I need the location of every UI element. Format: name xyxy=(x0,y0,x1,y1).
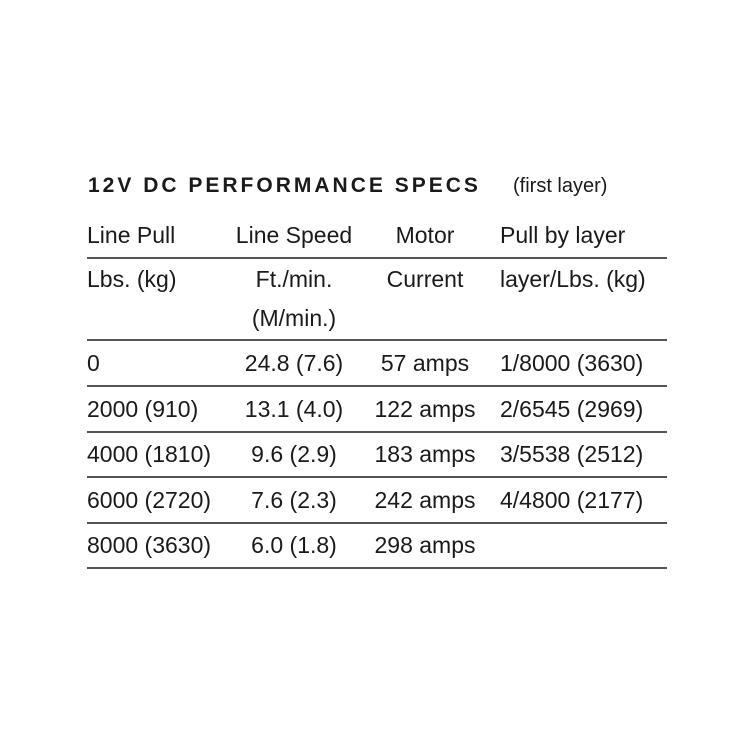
table-cell: 7.6 (2.3) xyxy=(251,486,337,513)
unit-cell: Current xyxy=(386,266,464,292)
table-cell: 122 amps xyxy=(374,395,476,422)
header-cell: Motor xyxy=(395,222,455,248)
table-cell: 3/5538 (2512) xyxy=(500,441,644,467)
header-cell: Pull by layer xyxy=(500,222,626,248)
title: 12V DC PERFORMANCE SPECS xyxy=(88,174,481,197)
rule xyxy=(87,521,667,524)
rule xyxy=(87,339,667,341)
table-cell: 183 amps xyxy=(374,441,476,467)
subtitle: (first layer) xyxy=(513,175,608,197)
table-cell: 13.1 (4.0) xyxy=(244,395,344,422)
table-cell: 0 xyxy=(87,350,100,376)
table-cell: 298 amps xyxy=(374,532,476,558)
table-cell: 8000 (3630) xyxy=(87,532,212,558)
header-cell: Line Pull xyxy=(87,222,176,248)
table-cell: 2/6545 (2969) xyxy=(500,395,644,422)
rule xyxy=(87,567,667,569)
unit-cell: layer/Lbs. (kg) xyxy=(500,266,646,292)
table-cell: 9.6 (2.9) xyxy=(251,441,337,467)
unit-cell: Ft./min. xyxy=(255,266,333,292)
table-cell: 2000 (910) xyxy=(87,395,199,422)
rule xyxy=(87,385,667,387)
table-cell: 6.0 (1.8) xyxy=(251,532,337,558)
rule xyxy=(87,476,667,478)
table-cell: 57 amps xyxy=(380,350,470,376)
table-cell: 4/4800 (2177) xyxy=(500,486,644,513)
rule xyxy=(87,430,667,433)
unit-cell: (M/min.) xyxy=(251,305,337,331)
table-cell: 1/8000 (3630) xyxy=(500,350,644,376)
table-cell: 242 amps xyxy=(374,486,476,513)
table-cell: 4000 (1810) xyxy=(87,441,212,467)
header-cell: Line Speed xyxy=(235,222,353,248)
table-cell: 6000 (2720) xyxy=(87,486,212,513)
rule xyxy=(87,257,667,259)
table-cell: 24.8 (7.6) xyxy=(244,350,344,376)
unit-cell: Lbs. (kg) xyxy=(87,266,177,292)
